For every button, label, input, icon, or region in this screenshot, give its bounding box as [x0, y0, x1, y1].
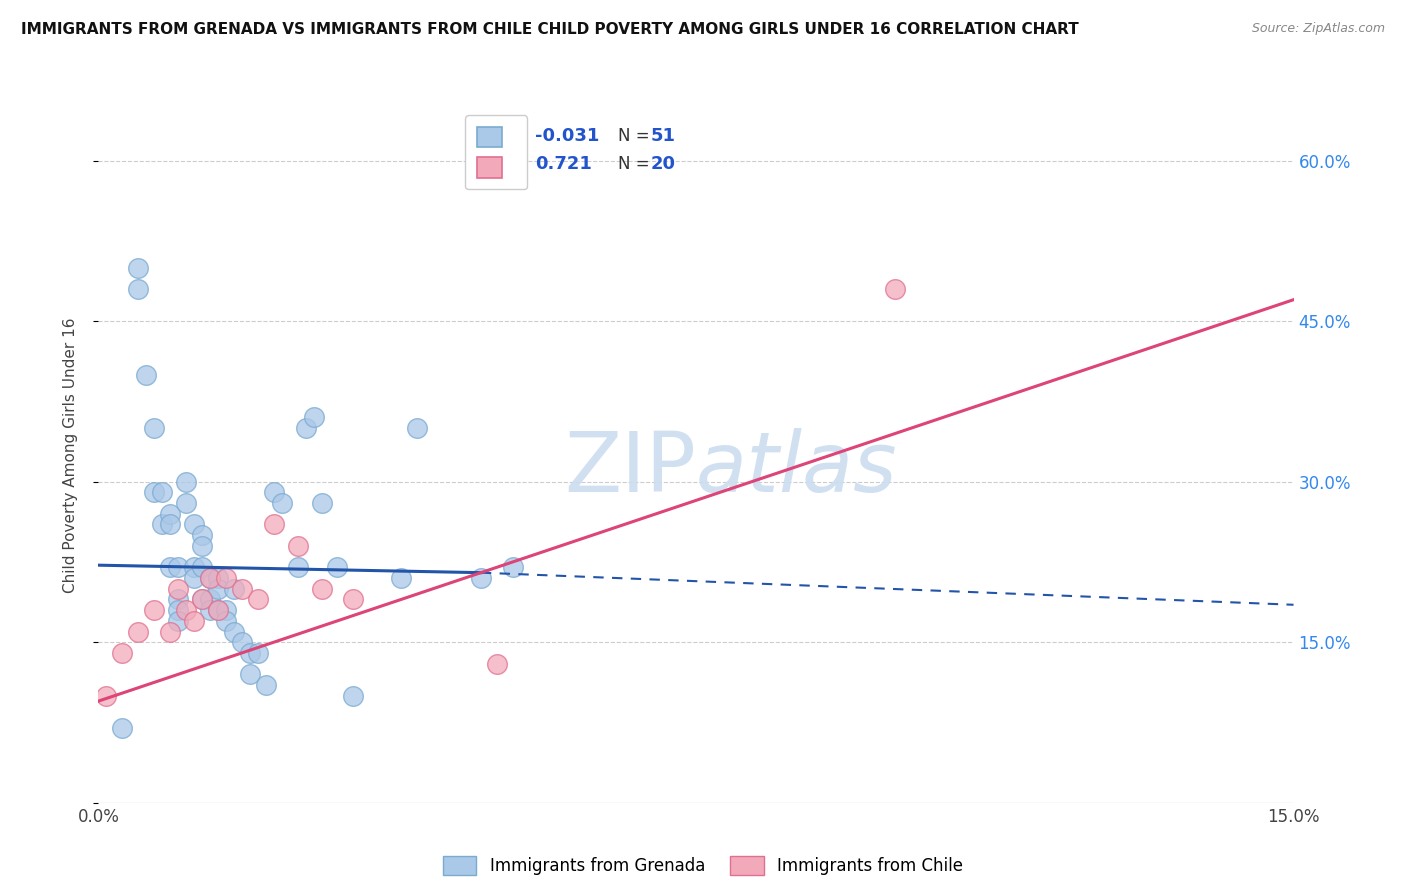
Point — [246, 646, 269, 660]
Point — [294, 421, 316, 435]
Point — [167, 603, 190, 617]
Point — [191, 592, 214, 607]
Point — [167, 560, 190, 574]
Point — [239, 667, 262, 681]
Point — [111, 646, 134, 660]
Text: N =: N = — [619, 128, 655, 145]
Point — [143, 485, 166, 500]
Point — [191, 592, 214, 607]
Point — [222, 582, 245, 596]
Point — [174, 603, 197, 617]
Point — [231, 582, 253, 596]
Point — [150, 517, 173, 532]
Point — [135, 368, 157, 382]
Point — [174, 475, 197, 489]
Point — [311, 582, 333, 596]
Point — [191, 528, 214, 542]
Point — [207, 571, 229, 585]
Point — [342, 592, 364, 607]
Point — [246, 592, 269, 607]
Point — [326, 560, 349, 574]
Text: ZIP: ZIP — [564, 428, 696, 509]
Point — [127, 282, 149, 296]
Point — [191, 539, 214, 553]
Text: atlas: atlas — [696, 428, 897, 509]
Point — [183, 517, 205, 532]
Point — [127, 260, 149, 275]
Point — [287, 560, 309, 574]
Point — [287, 539, 309, 553]
Point — [183, 571, 205, 585]
Point — [198, 603, 221, 617]
Point — [198, 571, 221, 585]
Point — [174, 496, 197, 510]
Point — [485, 657, 508, 671]
Point — [183, 614, 205, 628]
Point — [342, 689, 364, 703]
Text: -0.031: -0.031 — [534, 128, 599, 145]
Point — [406, 421, 429, 435]
Point — [215, 603, 238, 617]
Point — [239, 646, 262, 660]
Point — [167, 582, 190, 596]
Point — [191, 560, 214, 574]
Point — [470, 571, 492, 585]
Point — [254, 678, 277, 692]
Point — [150, 485, 173, 500]
Point — [207, 603, 229, 617]
Point — [215, 614, 238, 628]
Point — [222, 624, 245, 639]
Point — [183, 560, 205, 574]
Text: 0.721: 0.721 — [534, 155, 592, 173]
Point — [159, 507, 181, 521]
Point — [207, 582, 229, 596]
Text: 20: 20 — [651, 155, 675, 173]
Point — [143, 603, 166, 617]
Text: Source: ZipAtlas.com: Source: ZipAtlas.com — [1251, 22, 1385, 36]
Text: R =: R = — [499, 128, 534, 145]
Text: IMMIGRANTS FROM GRENADA VS IMMIGRANTS FROM CHILE CHILD POVERTY AMONG GIRLS UNDER: IMMIGRANTS FROM GRENADA VS IMMIGRANTS FR… — [21, 22, 1078, 37]
Point — [263, 485, 285, 500]
Legend: , : , — [465, 115, 527, 189]
Text: R =: R = — [499, 155, 534, 173]
Y-axis label: Child Poverty Among Girls Under 16: Child Poverty Among Girls Under 16 — [63, 318, 77, 592]
Point — [127, 624, 149, 639]
Legend: Immigrants from Grenada, Immigrants from Chile: Immigrants from Grenada, Immigrants from… — [434, 847, 972, 884]
Point — [159, 560, 181, 574]
Point — [263, 517, 285, 532]
Point — [111, 721, 134, 735]
Point — [167, 592, 190, 607]
Point — [159, 624, 181, 639]
Text: 51: 51 — [651, 128, 675, 145]
Point — [198, 592, 221, 607]
Point — [159, 517, 181, 532]
Point — [884, 282, 907, 296]
Point — [207, 603, 229, 617]
Point — [311, 496, 333, 510]
Point — [389, 571, 412, 585]
Point — [270, 496, 292, 510]
Point — [302, 410, 325, 425]
Point — [143, 421, 166, 435]
Point — [167, 614, 190, 628]
Text: N =: N = — [619, 155, 655, 173]
Point — [231, 635, 253, 649]
Point — [215, 571, 238, 585]
Point — [96, 689, 118, 703]
Point — [198, 571, 221, 585]
Point — [502, 560, 524, 574]
